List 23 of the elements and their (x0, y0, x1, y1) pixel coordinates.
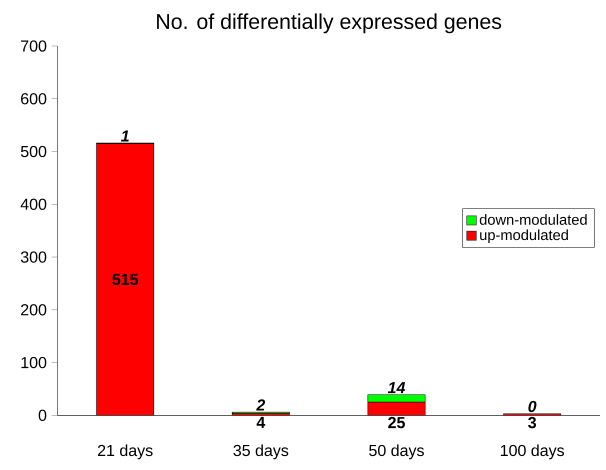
y-tick-label: 700 (21, 40, 46, 52)
y-tick-label: 600 (21, 93, 46, 104)
x-tick-label: 21 days (98, 444, 153, 460)
x-tick-label: 35 days (233, 444, 288, 460)
y-tick-label: 100 (21, 356, 46, 368)
data-label: 14 (388, 382, 406, 394)
data-label: 2 (256, 399, 266, 411)
y-tick-label: 400 (20, 198, 46, 210)
data-label: 1 (120, 130, 129, 142)
data-label: 0 (528, 400, 536, 412)
legend-label: up-modulated (480, 229, 568, 244)
data-label: 515 (112, 274, 138, 286)
chart-title: No. of differentially expressed genes (157, 13, 502, 34)
y-tick-label: 0 (38, 410, 46, 421)
x-tick-label: 50 days (369, 444, 424, 460)
data-label: 3 (528, 416, 536, 428)
y-tick-label: 200 (21, 304, 46, 316)
x-tick-label: 100 days (500, 444, 564, 460)
legend-label: down-modulated (480, 214, 587, 225)
y-tick-label: 300 (20, 251, 46, 263)
y-tick-label: 500 (20, 146, 46, 158)
data-label: 25 (388, 416, 405, 428)
data-label: 4 (256, 416, 266, 428)
